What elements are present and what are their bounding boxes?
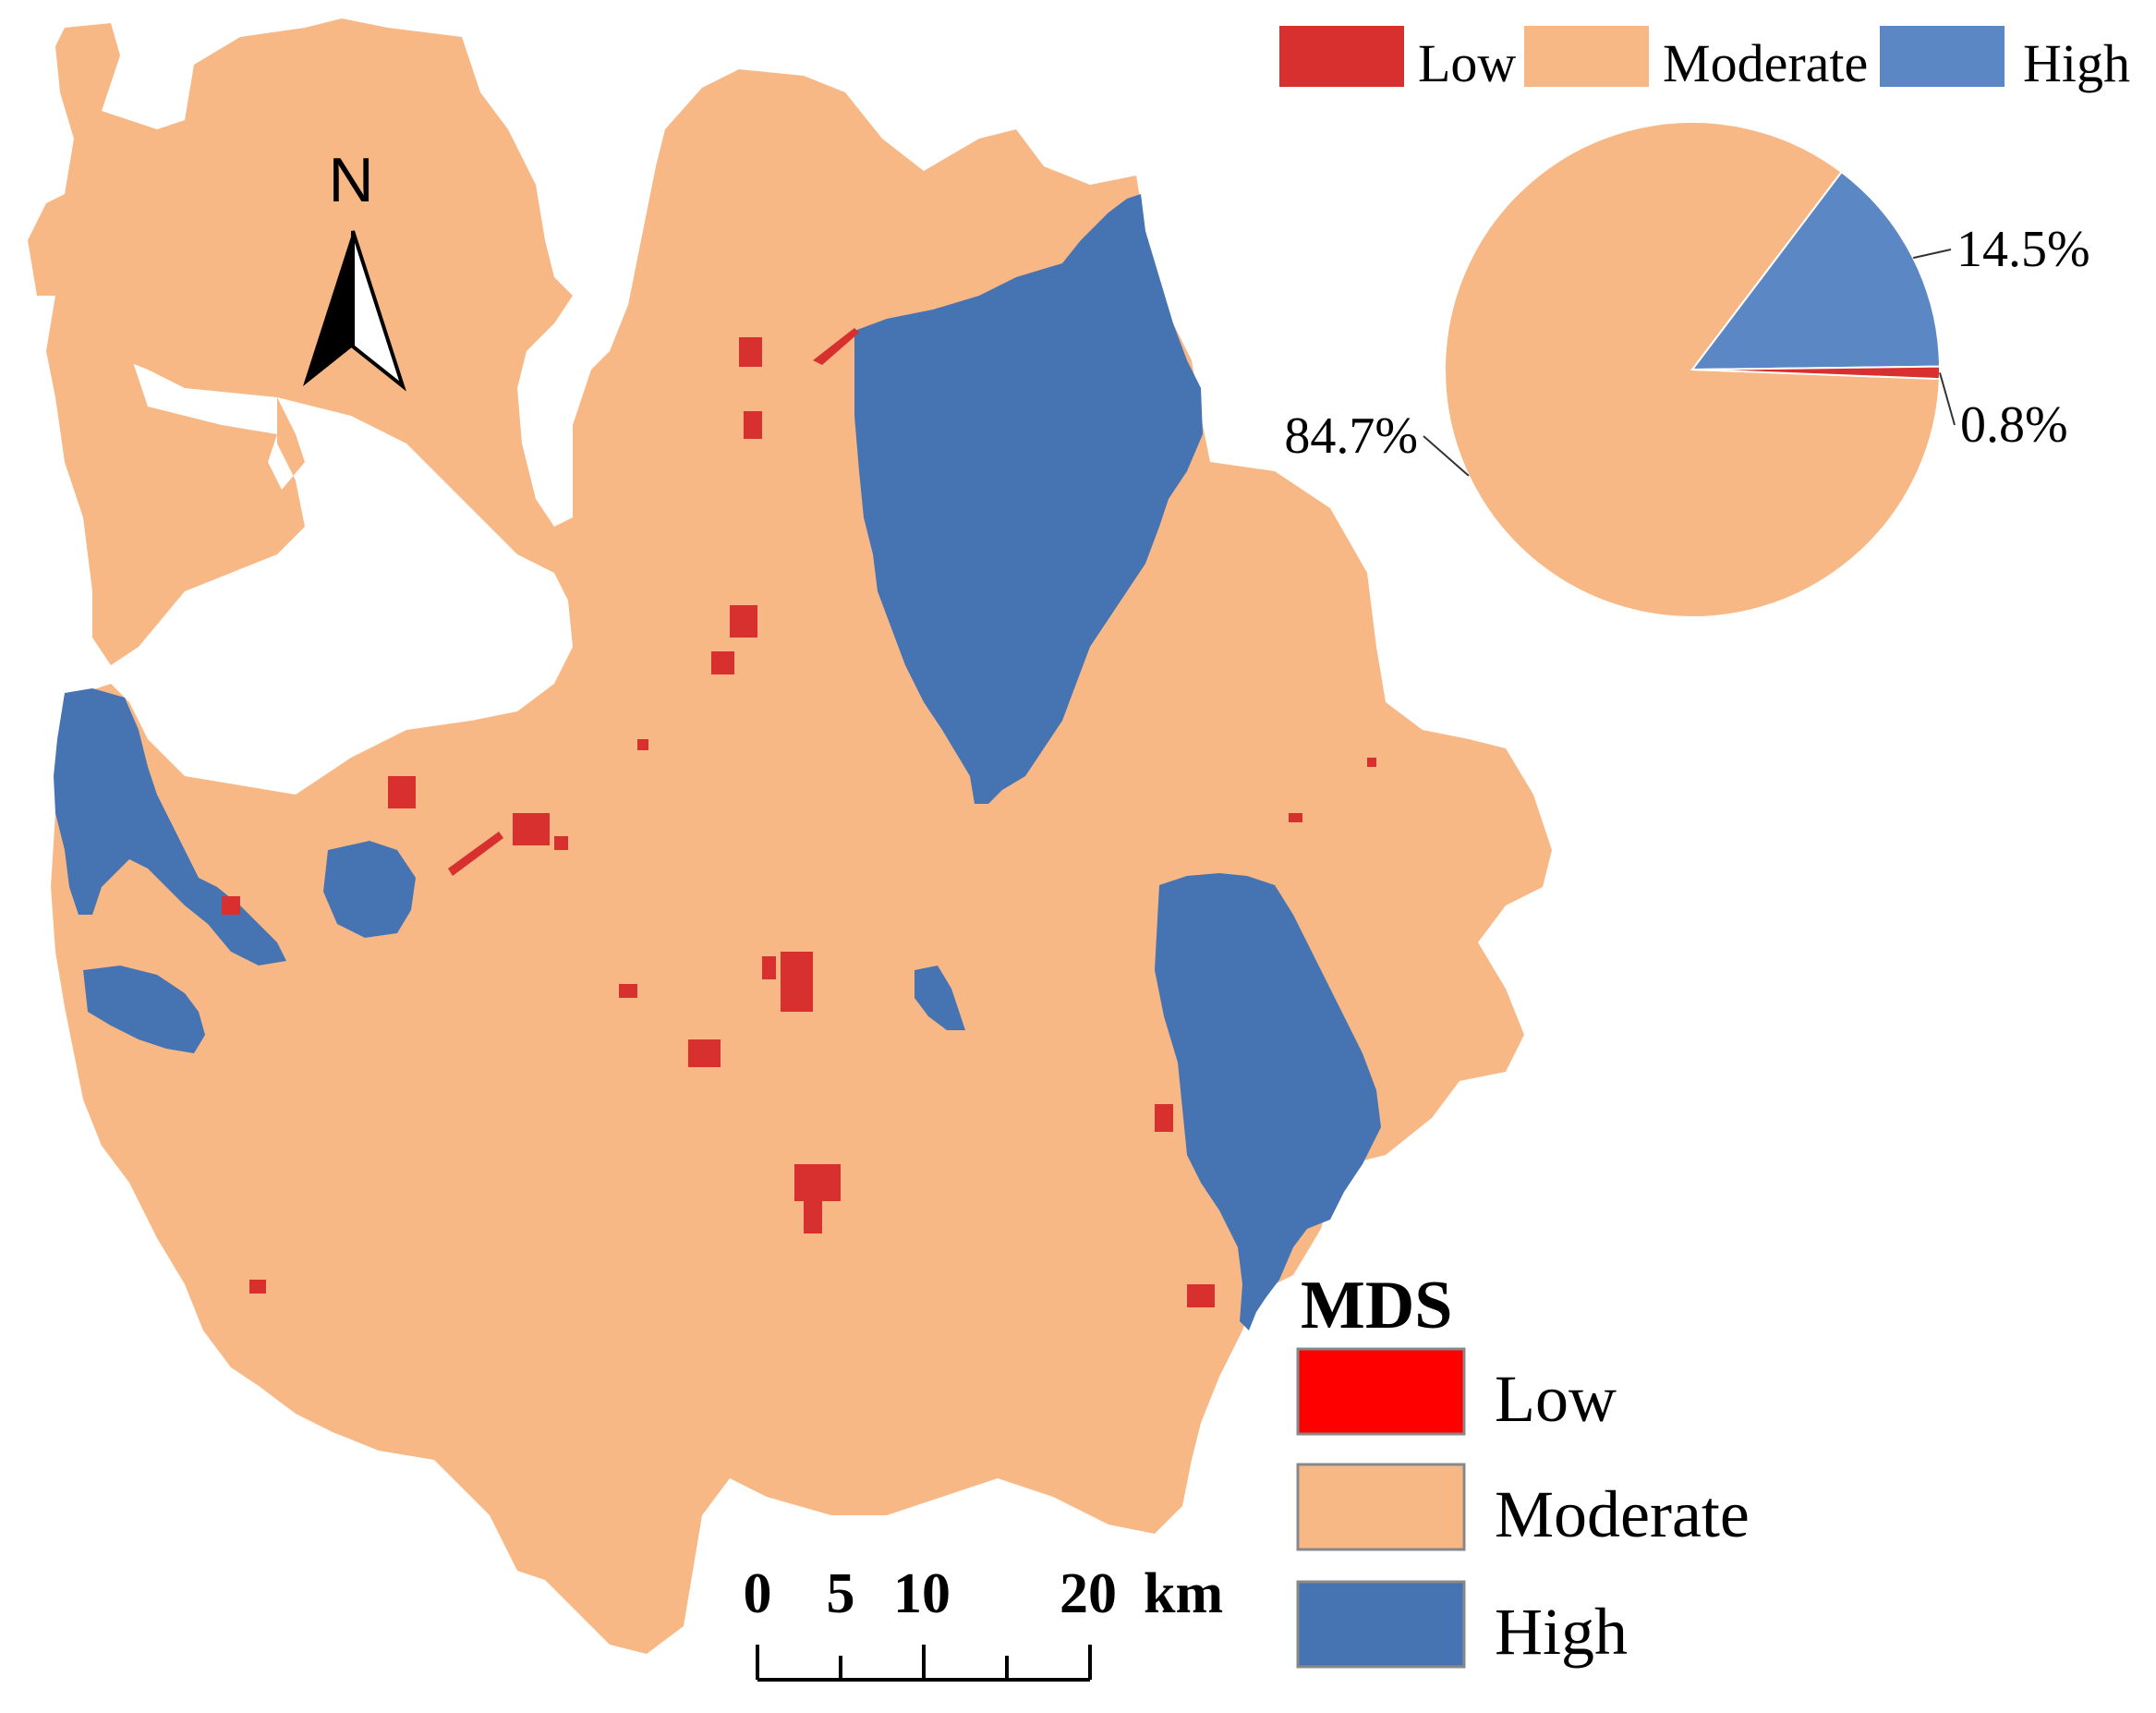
low-patch — [804, 1201, 822, 1233]
pie-legend-item-high: High — [1880, 26, 2130, 93]
mds-legend-item-high: High — [1296, 1580, 1628, 1669]
mds-legend-label-low: Low — [1495, 1362, 1617, 1436]
low-patch — [711, 651, 734, 674]
pie-legend-item-moderate: Moderate — [1524, 26, 1868, 93]
scale-tick-label-5: 5 — [827, 1562, 855, 1625]
low-patch — [513, 813, 550, 845]
pie-leader-low — [1939, 372, 1956, 426]
low-patch — [1367, 758, 1376, 767]
low-patch — [388, 776, 416, 808]
low-patch — [554, 836, 568, 850]
low-patch — [794, 1164, 841, 1201]
mds-legend-label-moderate: Moderate — [1495, 1477, 1750, 1551]
map — [28, 18, 1552, 1654]
mds-legend-swatch-high — [1296, 1580, 1466, 1669]
mds-legend-swatch-low — [1296, 1347, 1466, 1436]
pie-legend-swatch-low — [1279, 26, 1404, 87]
pie-legend: Low Moderate High — [1279, 26, 2130, 93]
scale-tick-label-0: 0 — [744, 1562, 772, 1625]
mds-legend-label-high: High — [1495, 1595, 1628, 1669]
scale-bar: 0 5 10 20 km — [744, 1562, 1223, 1682]
pie-chart: 84.7% 14.5% 0.8% — [1284, 121, 2090, 618]
mds-legend-item-moderate: Moderate — [1296, 1463, 1750, 1551]
low-patch — [222, 896, 240, 915]
scale-bar-line — [756, 1645, 1092, 1682]
mds-legend-swatch-moderate — [1296, 1463, 1466, 1551]
zone-high-northeast — [854, 194, 1203, 804]
low-patch — [1155, 1104, 1173, 1132]
low-patch — [730, 605, 757, 638]
low-patch — [249, 1280, 266, 1294]
zone-high-center — [914, 966, 965, 1030]
mds-legend: MDS Low Moderate High — [1296, 1268, 1750, 1669]
pie-slice-high — [1690, 170, 1941, 371]
north-arrow: N — [303, 145, 406, 392]
pie-label-moderate: 84.7% — [1284, 407, 1418, 465]
pie-label-low: 0.8% — [1960, 396, 2068, 454]
low-patch — [744, 411, 762, 439]
low-patch — [1289, 813, 1302, 822]
north-arrow-right-half-icon — [351, 230, 406, 392]
scale-unit: km — [1144, 1562, 1223, 1625]
low-patch — [1187, 1284, 1215, 1307]
zone-high-center-west — [323, 841, 416, 938]
low-patch — [739, 337, 762, 367]
pie-leader-high — [1912, 249, 1952, 260]
low-line-north — [813, 328, 859, 365]
low-line-west — [448, 832, 503, 876]
low-patch — [619, 984, 637, 998]
mds-legend-title: MDS — [1301, 1268, 1452, 1343]
low-patch — [637, 739, 648, 750]
scale-tick-label-10: 10 — [893, 1562, 951, 1625]
pie-legend-item-low: Low — [1279, 26, 1516, 93]
low-patch — [762, 956, 776, 979]
pie-legend-label-moderate: Moderate — [1663, 33, 1868, 93]
low-patch — [688, 1039, 721, 1067]
pie-legend-label-high: High — [2023, 33, 2130, 93]
pie-legend-label-low: Low — [1418, 33, 1516, 93]
zones-low — [222, 328, 1376, 1307]
scale-tick-label-20: 20 — [1060, 1562, 1117, 1625]
pie-legend-swatch-moderate — [1524, 26, 1649, 87]
low-patch — [781, 952, 813, 1012]
zone-high-east — [1155, 873, 1381, 1330]
north-arrow-left-half-icon — [303, 231, 353, 386]
pie-slice-low — [1691, 365, 1942, 381]
mds-legend-item-low: Low — [1296, 1347, 1617, 1436]
zone-high-west-2 — [83, 966, 205, 1053]
pie-leader-moderate — [1423, 435, 1470, 477]
pie-label-high: 14.5% — [1956, 221, 2090, 278]
north-label: N — [328, 145, 373, 215]
pie-legend-swatch-high — [1880, 26, 2005, 87]
